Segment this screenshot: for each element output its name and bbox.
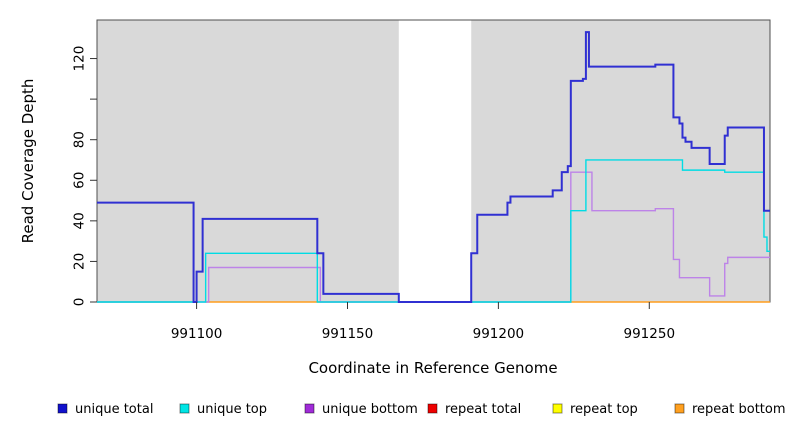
no-data-gap-band bbox=[398, 20, 472, 302]
series-line-unique-top bbox=[97, 159, 770, 303]
legend-label-repeat-bottom: repeat bottom bbox=[692, 402, 786, 417]
legend-label-unique-total: unique total bbox=[75, 402, 153, 417]
x-axis: 991100 991150 991200 991250 bbox=[171, 302, 675, 342]
legend-swatch-unique-total bbox=[57, 403, 68, 414]
x-tick-label: 991100 bbox=[171, 326, 223, 342]
y-tick-label: 40 bbox=[72, 212, 88, 229]
legend-swatch-repeat-bottom bbox=[674, 403, 685, 414]
legend-label-unique-top: unique top bbox=[197, 402, 267, 417]
series-line-unique-total bbox=[97, 31, 770, 303]
legend-swatch-unique-top bbox=[179, 403, 190, 414]
plot-area bbox=[96, 19, 771, 303]
y-axis-title: Read Coverage Depth bbox=[19, 79, 37, 244]
series-lines bbox=[97, 31, 770, 303]
legend-swatch-repeat-top bbox=[552, 403, 563, 414]
legend-label-repeat-top: repeat top bbox=[570, 402, 638, 417]
y-tick-label: 80 bbox=[72, 131, 88, 148]
x-tick-label: 991250 bbox=[624, 326, 676, 342]
series-line-unique-bottom bbox=[97, 171, 770, 303]
x-tick-label: 991200 bbox=[473, 326, 525, 342]
x-tick-label: 991150 bbox=[322, 326, 374, 342]
legend-swatch-repeat-total bbox=[427, 403, 438, 414]
y-tick-label: 120 bbox=[72, 46, 88, 72]
x-axis-title: Coordinate in Reference Genome bbox=[308, 359, 557, 377]
y-tick-label: 0 bbox=[72, 298, 88, 307]
legend-swatch-unique-bottom bbox=[304, 403, 315, 414]
y-tick-label: 60 bbox=[72, 172, 88, 189]
legend-label-repeat-total: repeat total bbox=[445, 402, 521, 417]
y-axis: 0 20 40 60 80 120 bbox=[72, 46, 97, 307]
y-tick-label: 20 bbox=[72, 253, 88, 270]
legend-label-unique-bottom: unique bottom bbox=[322, 402, 418, 417]
legend: unique total unique top unique bottom repea… bbox=[57, 402, 786, 417]
